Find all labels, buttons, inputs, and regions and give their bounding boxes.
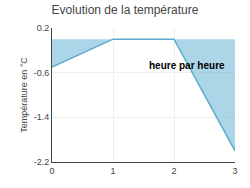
svg-text:0.2: 0.2: [37, 23, 50, 33]
svg-text:1: 1: [110, 166, 115, 176]
svg-text:Evolution de la température: Evolution de la température: [52, 3, 199, 17]
svg-text:Température en °C: Température en °C: [19, 57, 29, 133]
svg-text:-1.4: -1.4: [34, 112, 50, 122]
svg-text:heure par heure: heure par heure: [149, 60, 225, 71]
svg-text:0: 0: [49, 166, 54, 176]
svg-text:-0.6: -0.6: [34, 68, 50, 78]
svg-text:2: 2: [171, 166, 176, 176]
svg-text:3: 3: [232, 166, 237, 176]
svg-text:-2.2: -2.2: [34, 157, 50, 167]
